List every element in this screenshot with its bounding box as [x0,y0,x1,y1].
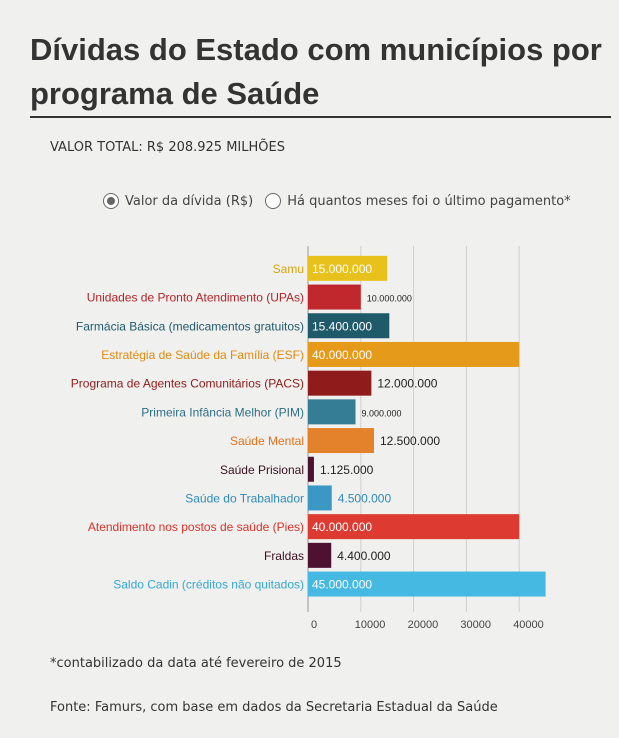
radio-checked-icon[interactable] [103,193,119,209]
value-label: 45.000.000 [312,578,372,592]
bar-7 [308,456,314,482]
category-label: Atendimento nos postos de saúde (Pies) [88,520,304,534]
bar-0 [308,255,388,281]
title-divider [30,116,611,118]
bar-4 [308,370,372,396]
value-label: 4.400.000 [337,549,391,563]
chart-title: Dívidas do Estado com municípios por pro… [30,32,602,111]
bar-8 [308,485,332,511]
value-label: 40.000.000 [312,520,372,534]
value-label: 15.400.000 [312,319,372,333]
x-tick-label: 30000 [460,619,491,631]
category-label: Programa de Agentes Comunitários (PACS) [71,377,304,391]
value-label: 12.000.000 [377,377,437,391]
bar-6 [308,428,374,454]
radio-unchecked-icon[interactable] [265,193,282,209]
value-label: 40.000.000 [312,348,372,362]
bar-9 [308,514,520,540]
category-label: Saúde do Trabalhador [185,491,304,505]
value-label: 9.000.000 [362,408,402,418]
category-label: Farmácia Básica (medicamentos gratuitos) [76,319,304,333]
bar-3 [308,341,520,367]
view-toggle: Valor da dívida (R$) Há quantos meses fo… [103,193,583,209]
value-label: 15.000.000 [312,262,372,276]
footnote: *contabilizado da data até fevereiro de … [50,656,342,671]
category-label: Saúde Mental [230,434,304,448]
value-label: 12.500.000 [380,434,440,448]
value-label: 10.000.000 [367,294,412,304]
bar-1 [308,284,361,310]
category-label: Estratégia de Saúde da Família (ESF) [101,348,304,362]
radio-months-since-payment[interactable]: Há quantos meses foi o último pagamento* [265,193,571,209]
source-note: Fonte: Famurs, com base em dados da Secr… [50,700,498,715]
bar-chart: Samu 15.000.000 Unidades de Pronto Atendim… [71,246,546,631]
category-label: Primeira Infância Melhor (PIM) [141,405,304,419]
category-label: Fraldas [264,549,304,563]
x-tick-label: 0 [311,619,317,631]
bar-11 [308,571,546,597]
value-label: 1.125.000 [320,463,374,477]
bar-5 [308,399,356,425]
x-tick-label: 20000 [408,619,439,631]
category-label: Samu [273,262,304,276]
radio-debt-value-label: Valor da dívida (R$) [125,193,254,209]
bar-10 [308,542,332,568]
radio-debt-value[interactable]: Valor da dívida (R$) [103,193,253,209]
bar-2 [308,313,390,339]
total-value: VALOR TOTAL: R$ 208.925 MILHÕES [50,140,285,155]
category-label: Unidades de Pronto Atendimento (UPAs) [87,291,304,305]
category-label: Saldo Cadin (créditos não quitados) [113,578,304,592]
x-tick-label: 40000 [513,619,544,631]
category-label: Saúde Prisional [220,463,304,477]
value-label: 4.500.000 [338,491,392,505]
x-tick-label: 10000 [355,619,386,631]
radio-months-label: Há quantos meses foi o último pagamento* [287,193,571,209]
